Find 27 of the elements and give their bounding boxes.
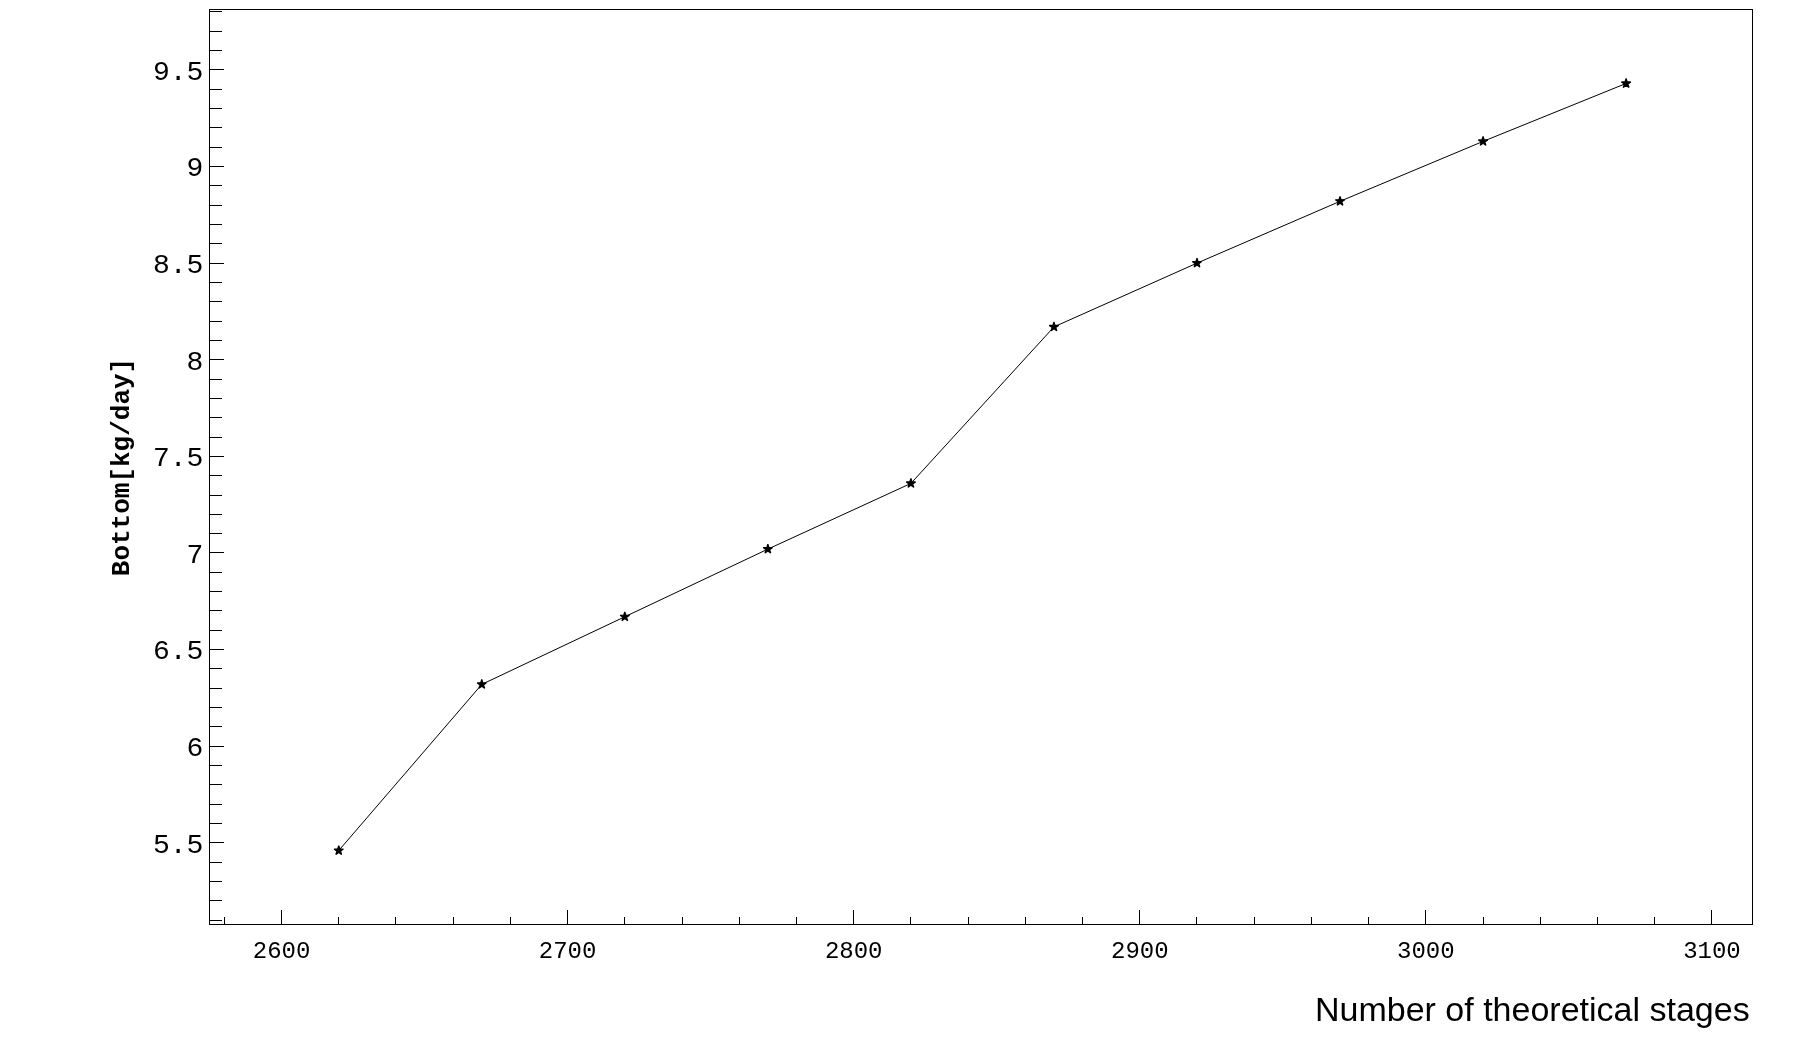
point: [762, 543, 774, 554]
y-tick-label: 9: [186, 153, 204, 185]
x-tick-label: 2600: [252, 937, 311, 965]
x-tick-label: 2700: [538, 937, 597, 965]
y-tick-label: 8.5: [152, 249, 204, 281]
point: [1620, 77, 1632, 88]
x-tick-label: 2900: [1110, 937, 1169, 965]
y-tick-label: 5.5: [152, 829, 204, 861]
point: [1191, 257, 1203, 268]
y-tick-label: 8: [186, 346, 204, 378]
point: [619, 611, 631, 622]
point: [1048, 321, 1060, 332]
point: [905, 477, 917, 488]
x-axis-title: Number of theoretical stages: [1315, 990, 1750, 1028]
x-tick-label: 3100: [1683, 937, 1741, 965]
y-tick-label: 7: [186, 539, 204, 571]
point: [1477, 135, 1489, 146]
point: [333, 845, 344, 856]
x-tick-label: 2800: [824, 937, 883, 965]
y-tick-label: 7.5: [152, 443, 204, 475]
x-tick-label: 3000: [1397, 937, 1455, 965]
point: [1334, 195, 1346, 206]
point: [476, 678, 488, 689]
y-tick-label: 6.5: [152, 636, 204, 668]
y-tick-label: 9.5: [152, 56, 204, 88]
y-tick-label: 6: [186, 733, 204, 765]
y-axis-title: Bottom[kg/day]: [107, 357, 138, 577]
